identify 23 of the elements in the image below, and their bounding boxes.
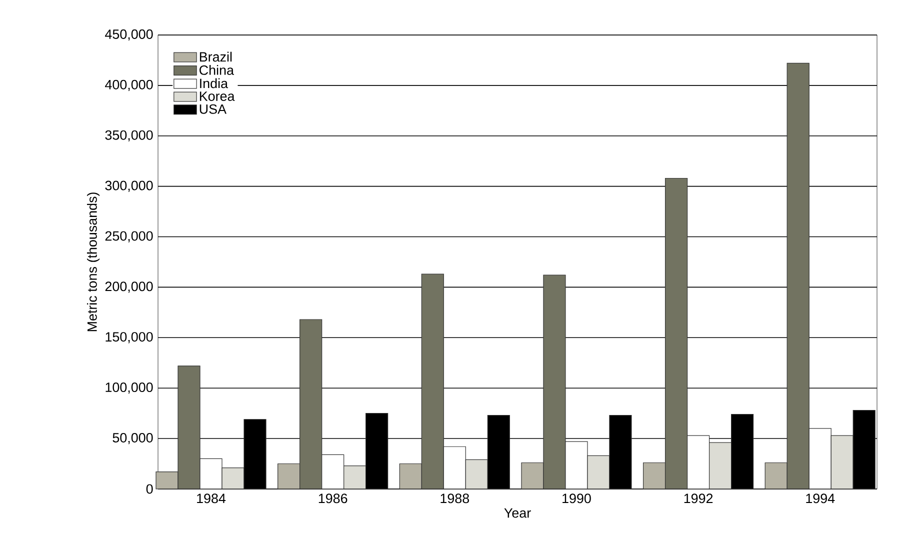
legend-label: China [200,65,234,75]
x-tick-label: 1990 [562,494,591,504]
y-tick-label: 300,000 [105,180,153,192]
x-tick-label: 1994 [806,494,835,504]
y-tick-label: 400,000 [105,80,153,91]
legend-label: Brazil [200,52,232,62]
y-tick-label: 450,000 [105,29,153,41]
x-tick-label: 1984 [197,494,226,504]
y-tick-label: 350,000 [105,130,153,142]
y-tick-label: 100,000 [106,382,153,394]
x-tick-label: 1992 [684,494,713,504]
legend-label: India [200,78,228,88]
y-tick-label: 250,000 [105,231,153,242]
y-axis-title: Metric tons (thousands) [87,192,100,332]
legend-label: Korea [200,92,235,101]
y-tick-label: 150,000 [106,332,153,344]
x-axis-title: Year [504,508,531,518]
x-tick-label: 1986 [318,494,348,504]
y-tick-label: 0 [146,484,153,494]
y-tick-label: 50,000 [112,432,153,444]
x-tick-label: 1988 [440,494,470,504]
legend-label: USA [200,104,226,114]
y-tick-label: 200,000 [105,282,153,293]
